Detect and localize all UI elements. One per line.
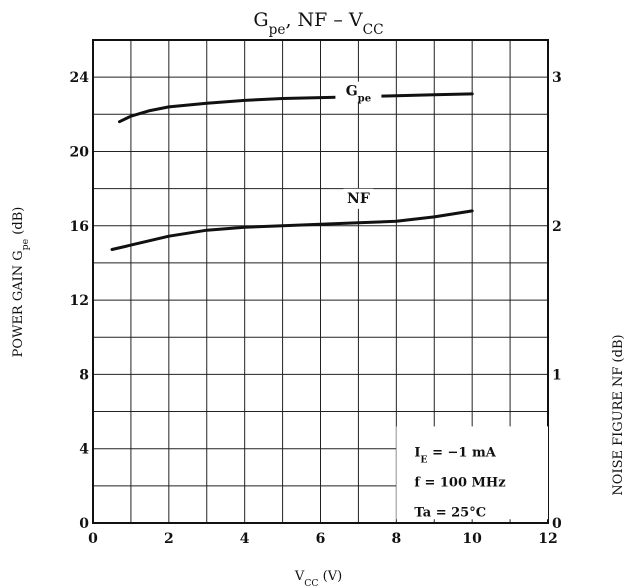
- series-lines: Gpe NF: [110, 81, 474, 251]
- y-left-axis-label: POWER GAIN Gpe (dB): [11, 207, 31, 358]
- x-tick-label: 2: [164, 531, 174, 547]
- plot-frame: [92, 39, 549, 524]
- x-tick-label: 8: [391, 531, 401, 547]
- y-right-tick-label: 3: [552, 70, 562, 86]
- series-gpe-label: Gpe: [346, 84, 371, 105]
- y-left-tick-label: 24: [70, 70, 90, 86]
- y-left-tick-label: 8: [79, 367, 89, 383]
- series-gpe-line: [118, 92, 474, 124]
- y-left-tick-label: 20: [70, 144, 90, 160]
- x-tick-label: 12: [538, 531, 557, 547]
- y-left-axis-label-text: POWER GAIN Gpe (dB): [11, 207, 31, 358]
- y-left-tick-label: 16: [70, 219, 89, 235]
- x-axis-ticks: 0 2 4 6 8 10 12: [88, 531, 558, 547]
- x-tick-label: 10: [462, 531, 482, 547]
- series-label-backdrop: [335, 81, 382, 102]
- x-tick-label: 6: [316, 531, 326, 547]
- condition-line: f = 100 MHz: [414, 475, 505, 490]
- chart-title: Gpe, NF – VCC: [253, 9, 383, 38]
- chart-title-text: Gpe, NF – VCC: [253, 9, 383, 38]
- series-nf-label: NF: [347, 191, 370, 207]
- y-right-axis-ticks: 0 1 2 3: [552, 70, 562, 532]
- y-right-axis-label: NOISE FIGURE NF (dB): [611, 334, 626, 495]
- series-nf-line: [110, 209, 474, 251]
- condition-line: IE = −1 mA: [414, 445, 496, 465]
- conditions-box: IE = −1 mA f = 100 MHz Ta = 25°C: [396, 426, 548, 520]
- series-label-backdrop: [343, 188, 374, 209]
- y-left-tick-label: 0: [79, 516, 89, 532]
- x-axis-label: VCC (V): [294, 569, 342, 587]
- grid: [92, 39, 549, 524]
- conditions-backdrop: [396, 426, 548, 520]
- x-axis-label-text: VCC (V): [294, 569, 342, 587]
- y-right-tick-label: 0: [552, 516, 562, 532]
- x-tick-label: 0: [88, 531, 98, 547]
- condition-line: Ta = 25°C: [414, 505, 486, 520]
- y-left-tick-label: 4: [79, 442, 89, 458]
- x-tick-label: 4: [240, 531, 250, 547]
- y-left-tick-label: 12: [70, 293, 89, 309]
- y-right-tick-label: 1: [552, 367, 562, 383]
- y-right-tick-label: 2: [552, 219, 562, 235]
- y-left-axis-ticks: 0 4 8 12 16 20 24: [70, 70, 90, 532]
